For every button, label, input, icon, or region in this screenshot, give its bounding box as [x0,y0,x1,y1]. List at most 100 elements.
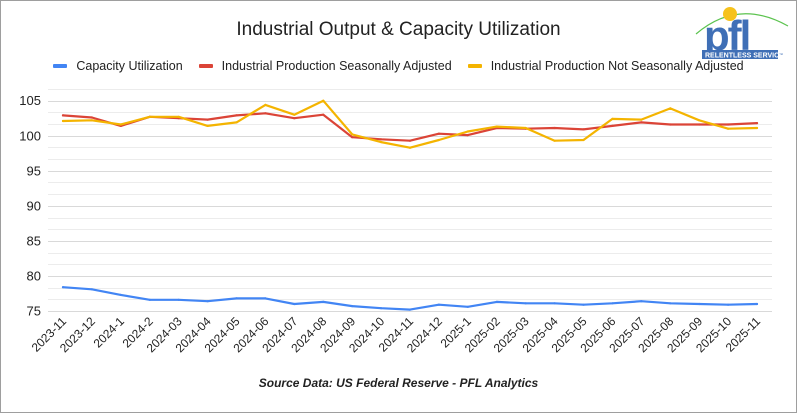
y-tick-label: 100 [19,128,41,143]
y-axis: 75 80 85 90 95 100 105 [19,93,41,318]
data-point-ip-seasonally-adjusted[interactable] [322,113,325,116]
data-point-ip-seasonally-adjusted[interactable] [466,134,469,137]
data-point-ip-seasonally-adjusted[interactable] [755,122,759,125]
data-point-ip-not-seasonally-adjusted[interactable] [727,127,730,130]
chart-legend: Capacity Utilization Industrial Producti… [0,59,797,73]
data-point-capacity-utilization[interactable] [437,303,440,306]
data-point-ip-not-seasonally-adjusted[interactable] [524,126,527,130]
data-point-ip-seasonally-adjusted[interactable] [582,128,585,131]
data-point-capacity-utilization[interactable] [553,302,556,305]
data-point-ip-not-seasonally-adjusted[interactable] [235,121,238,124]
data-point-ip-seasonally-adjusted[interactable] [206,118,209,121]
legend-item-ip-not-seasonally-adjusted[interactable]: Industrial Production Not Seasonally Adj… [467,59,744,73]
x-axis: 2023-112023-122024-12024-22024-032024-04… [29,314,764,355]
data-point-ip-not-seasonally-adjusted[interactable] [466,130,469,133]
data-point-ip-seasonally-adjusted[interactable] [611,124,614,127]
legend-swatch-capacity-utilization [53,64,68,68]
data-point-ip-not-seasonally-adjusted[interactable] [495,125,498,128]
y-tick-label: 90 [27,198,41,213]
series-line-capacity-utilization[interactable] [61,286,759,311]
data-point-ip-seasonally-adjusted[interactable] [380,138,383,141]
data-point-capacity-utilization[interactable] [264,297,267,300]
data-point-capacity-utilization[interactable] [727,303,730,306]
data-point-ip-not-seasonally-adjusted[interactable] [611,117,614,120]
data-point-ip-seasonally-adjusted[interactable] [90,116,93,119]
data-point-capacity-utilization[interactable] [90,288,93,291]
data-point-capacity-utilization[interactable] [235,297,238,300]
data-point-capacity-utilization[interactable] [755,302,759,306]
data-point-capacity-utilization[interactable] [119,293,122,296]
legend-swatch-ip-not-seasonally-adjusted [467,64,482,68]
data-point-ip-not-seasonally-adjusted[interactable] [698,119,701,122]
data-point-ip-seasonally-adjusted[interactable] [235,114,238,117]
legend-item-capacity-utilization[interactable]: Capacity Utilization [53,59,183,73]
legend-item-ip-seasonally-adjusted[interactable]: Industrial Production Seasonally Adjuste… [198,59,452,73]
data-point-ip-not-seasonally-adjusted[interactable] [755,126,759,130]
data-point-capacity-utilization[interactable] [408,308,412,311]
data-point-ip-seasonally-adjusted[interactable] [553,126,556,130]
chart-source: Source Data: US Federal Reserve - PFL An… [258,376,539,390]
data-point-ip-not-seasonally-adjusted[interactable] [264,103,267,106]
data-point-capacity-utilization[interactable] [466,305,469,308]
data-point-capacity-utilization[interactable] [582,303,585,306]
logo-arc [695,13,789,35]
legend-label: Industrial Production Not Seasonally Adj… [490,59,744,73]
data-point-capacity-utilization[interactable] [611,302,614,305]
gridlines [48,89,772,312]
data-point-ip-not-seasonally-adjusted[interactable] [322,99,325,102]
logo-tagline-bar [702,50,778,59]
data-point-ip-not-seasonally-adjusted[interactable] [351,133,354,136]
data-point-ip-not-seasonally-adjusted[interactable] [61,119,65,123]
data-point-ip-not-seasonally-adjusted[interactable] [640,118,643,121]
data-point-capacity-utilization[interactable] [698,302,701,306]
logo-trademark: ™ [779,52,783,57]
legend-label: Industrial Production Seasonally Adjuste… [221,59,452,73]
data-point-ip-not-seasonally-adjusted[interactable] [408,146,412,149]
y-tick-label: 85 [27,233,41,248]
data-point-capacity-utilization[interactable] [669,302,672,305]
data-point-capacity-utilization[interactable] [640,300,643,303]
data-point-ip-seasonally-adjusted[interactable] [437,132,440,135]
logo-sun-icon [723,7,737,21]
data-point-ip-not-seasonally-adjusted[interactable] [293,113,296,116]
data-point-capacity-utilization[interactable] [351,305,354,308]
data-point-ip-seasonally-adjusted[interactable] [408,139,412,142]
y-tick-label: 95 [27,163,41,178]
data-point-ip-seasonally-adjusted[interactable] [351,136,354,139]
data-point-ip-not-seasonally-adjusted[interactable] [380,141,383,144]
series-lines [61,99,759,311]
data-point-ip-seasonally-adjusted[interactable] [264,112,267,115]
data-point-capacity-utilization[interactable] [495,300,498,303]
data-point-capacity-utilization[interactable] [380,307,383,310]
y-tick-label: 75 [27,304,41,319]
data-point-ip-not-seasonally-adjusted[interactable] [119,123,122,126]
data-point-ip-not-seasonally-adjusted[interactable] [669,107,672,110]
data-point-ip-not-seasonally-adjusted[interactable] [206,124,209,127]
data-point-ip-seasonally-adjusted[interactable] [61,114,65,117]
data-point-ip-seasonally-adjusted[interactable] [293,117,296,120]
data-point-ip-not-seasonally-adjusted[interactable] [177,115,180,118]
data-point-capacity-utilization[interactable] [177,298,180,301]
data-point-capacity-utilization[interactable] [61,286,65,289]
data-point-ip-not-seasonally-adjusted[interactable] [437,138,440,142]
data-point-ip-not-seasonally-adjusted[interactable] [582,138,585,142]
data-point-capacity-utilization[interactable] [206,300,209,303]
legend-label: Capacity Utilization [76,59,183,73]
y-tick-label: 105 [19,93,41,108]
data-point-ip-not-seasonally-adjusted[interactable] [148,115,151,118]
data-point-ip-seasonally-adjusted[interactable] [698,123,701,126]
x-tick-label: 2024-1 [91,314,128,351]
data-point-capacity-utilization[interactable] [148,298,151,301]
data-point-capacity-utilization[interactable] [293,302,296,306]
legend-swatch-ip-seasonally-adjusted [198,64,213,68]
logo-tagline: RELENTLESS SERVICE [705,53,784,60]
data-point-ip-seasonally-adjusted[interactable] [727,123,730,126]
data-point-capacity-utilization[interactable] [322,300,325,303]
chart-title: Industrial Output & Capacity Utilization [236,19,561,40]
data-point-ip-seasonally-adjusted[interactable] [669,123,672,126]
data-point-ip-not-seasonally-adjusted[interactable] [90,119,93,122]
data-point-ip-not-seasonally-adjusted[interactable] [553,139,556,142]
data-point-ip-seasonally-adjusted[interactable] [640,121,643,124]
data-point-capacity-utilization[interactable] [524,302,527,305]
